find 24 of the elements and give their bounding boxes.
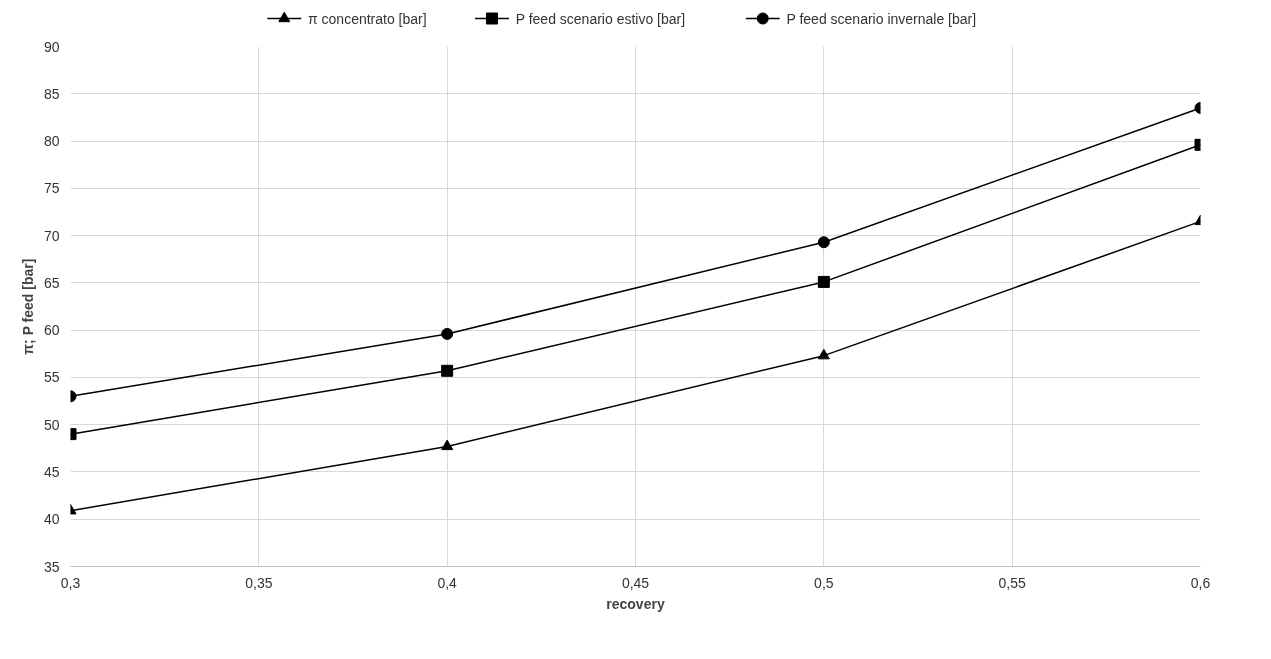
- y-axis-title: π; P feed [bar]: [19, 258, 36, 355]
- y-tick-label: 85: [43, 85, 60, 102]
- y-tick-label: 70: [43, 227, 60, 244]
- x-tick-label: 0,5: [814, 574, 834, 591]
- x-tick-label: 0,6: [1190, 574, 1211, 591]
- y-tick-label: 35: [43, 558, 60, 575]
- x-axis-title: recovery: [606, 595, 665, 612]
- y-tick-label: 40: [43, 511, 60, 528]
- y-tick-label: 75: [43, 180, 60, 197]
- x-tick-label: 0,35: [245, 574, 273, 591]
- y-tick-label: 50: [43, 416, 60, 433]
- y-tick-label: 80: [43, 133, 60, 150]
- x-tick-label: 0,4: [437, 574, 458, 591]
- y-tick-label: 90: [43, 38, 60, 55]
- legend-label: P feed scenario estivo [bar]: [515, 10, 686, 27]
- y-tick-label: 55: [43, 369, 60, 386]
- y-tick-label: 45: [43, 463, 60, 480]
- y-tick-label: 65: [43, 274, 60, 291]
- x-tick-label: 0,3: [60, 574, 81, 591]
- legend-label: π concentrato [bar]: [308, 10, 427, 27]
- y-tick-label: 60: [43, 322, 60, 339]
- x-tick-label: 0,45: [621, 574, 650, 591]
- x-tick-label: 0,55: [998, 574, 1026, 591]
- legend-label: P feed scenario invernale [bar]: [786, 10, 977, 27]
